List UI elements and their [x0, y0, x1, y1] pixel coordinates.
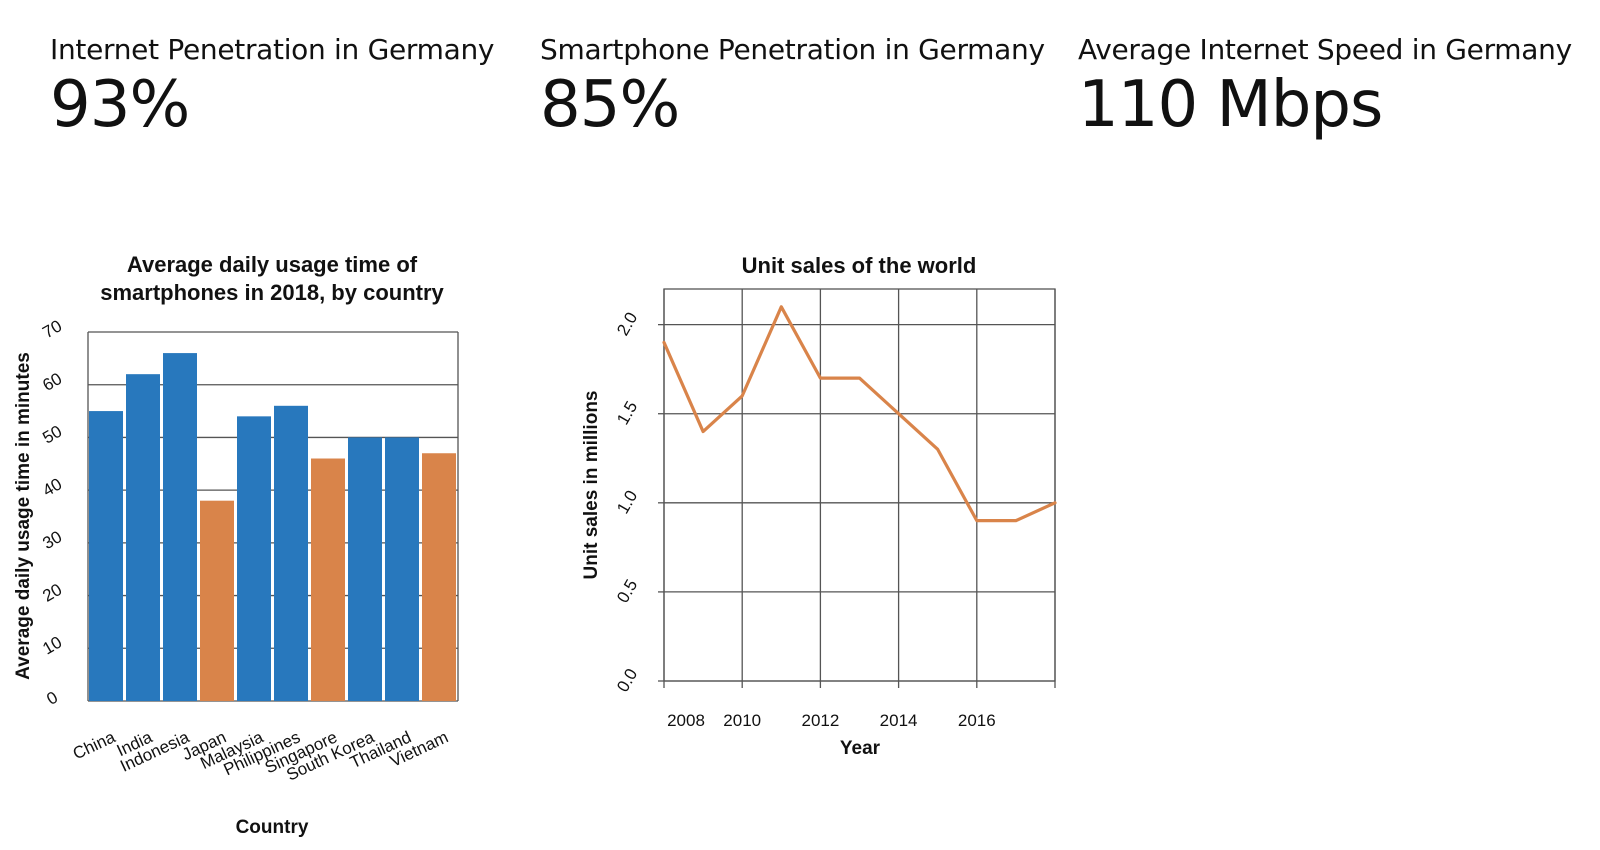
bar-chart-y-axis-title: Average daily usage time in minutes	[13, 352, 34, 680]
bar	[311, 458, 345, 701]
kpi-internet-speed: Average Internet Speed in Germany 110 Mb…	[1078, 30, 1598, 140]
line-chart-x-ticks: 2008 2010 2012 2014 2016	[667, 711, 996, 730]
line-chart-y-tick-label: 0.0	[613, 665, 641, 695]
line-chart-series	[662, 305, 1057, 523]
line-chart-title: Unit sales of the world	[742, 253, 977, 278]
bar	[348, 437, 382, 701]
bar-chart-x-tick-label: China	[70, 727, 119, 763]
kpi-label: Internet Penetration in Germany	[50, 33, 495, 66]
line-chart-y-tick-label: 1.5	[613, 398, 641, 428]
line-chart-y-tick-label: 1.0	[613, 487, 641, 517]
line-chart-grid	[658, 288, 1056, 688]
bar-chart-x-ticks: ChinaIndiaIndonesiaJapanMalaysiaPhilippi…	[70, 727, 451, 784]
bar-chart-y-tick-label: 40	[39, 474, 65, 500]
kpi-label: Smartphone Penetration in Germany	[540, 33, 1045, 66]
bar-chart-x-axis-title: Country	[236, 817, 309, 838]
bar	[274, 405, 308, 701]
line-chart-x-tick-label: 2012	[801, 711, 839, 730]
unit-sales-line-chart: Unit sales of the world 0.00.51.01.52.0 …	[581, 253, 1057, 759]
kpi-label: Average Internet Speed in Germany	[1078, 33, 1572, 66]
bar-chart-title-line-1: Average daily usage time of	[127, 252, 418, 277]
kpi-internet-penetration: Internet Penetration in Germany 93%	[50, 30, 570, 140]
bar-chart-y-tick-label: 10	[39, 633, 65, 659]
line-chart-x-tick-label: 2014	[880, 711, 918, 730]
bar	[163, 353, 197, 701]
line-chart-x-axis-title: Year	[840, 738, 881, 759]
line-chart-y-ticks: 0.0 0.5 1.0 1.5 2.0	[613, 309, 641, 695]
bar	[89, 411, 123, 701]
kpi-value: 93%	[50, 68, 190, 142]
line-chart-x-tick-label: 2008	[667, 711, 705, 730]
bar-chart-y-tick-label: 70	[39, 316, 65, 342]
bar	[422, 453, 456, 701]
bar-chart-y-tick-label: 30	[39, 527, 65, 553]
line-chart-frame	[663, 288, 1056, 682]
line-chart-y-tick-label: 0.5	[613, 576, 641, 606]
bar-chart-y-ticks: 0 10 20 30 40 50 60 70	[39, 316, 65, 709]
bar-chart-y-tick-label: 60	[39, 369, 65, 395]
bar-chart-y-tick-label: 20	[39, 580, 65, 606]
bar	[200, 500, 234, 701]
line-chart-x-tick-label: 2016	[958, 711, 996, 730]
bar	[126, 374, 160, 701]
bar	[237, 416, 271, 701]
bar-chart-y-tick-label: 0	[43, 688, 61, 709]
bar-chart-bars	[89, 353, 456, 701]
line-chart-y-tick-label: 2.0	[613, 309, 641, 339]
kpi-smartphone-penetration: Smartphone Penetration in Germany 85%	[540, 30, 1060, 140]
bar	[385, 437, 419, 701]
bar-chart-y-tick-label: 50	[39, 422, 65, 448]
line-chart-y-axis-title: Unit sales in millions	[581, 391, 602, 580]
line-chart-x-tick-label: 2010	[723, 711, 761, 730]
bar-chart-title-line-2: smartphones in 2018, by country	[100, 280, 444, 305]
kpi-value: 110 Mbps	[1078, 68, 1383, 142]
usage-time-bar-chart: Average daily usage time of smartphones …	[13, 252, 459, 838]
kpi-value: 85%	[540, 68, 680, 142]
